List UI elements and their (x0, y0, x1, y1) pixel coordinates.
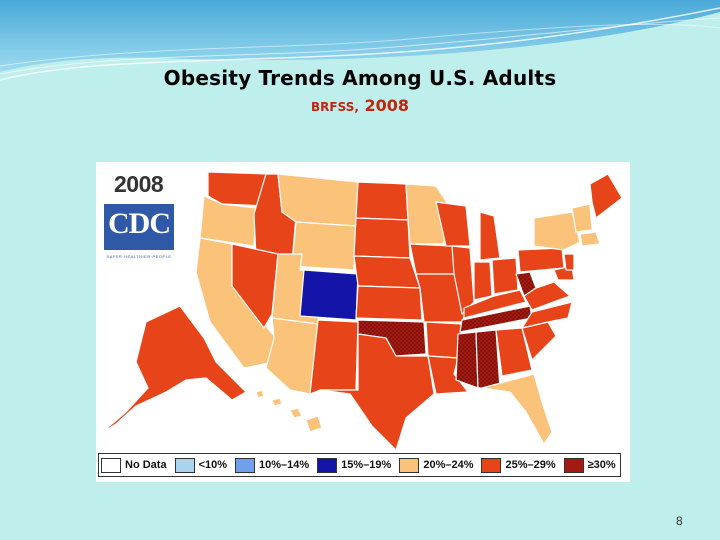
state-new-jersey (563, 253, 575, 271)
us-obesity-map (99, 171, 623, 451)
legend-item: <10% (174, 457, 228, 473)
state-new-england-south (579, 231, 601, 247)
slide-title: Obesity Trends Among U.S. Adults (163, 66, 557, 90)
state-kentucky (463, 289, 527, 319)
state-alaska (99, 305, 247, 435)
legend-label: 25%–29% (505, 459, 556, 471)
legend-item: 10%–14% (235, 457, 310, 473)
cdc-logo: CDC SAFER·HEALTHIER·PEOPLE (104, 204, 174, 259)
legend-item: No Data (101, 457, 167, 473)
legend-label: 10%–14% (259, 459, 310, 471)
legend-item: 25%–29% (481, 457, 556, 473)
state-georgia (495, 327, 533, 377)
state-maine (589, 173, 623, 219)
map-legend: No Data <10% 10%–14% 15%–19% 20%–24% 25%… (98, 453, 621, 477)
state-wyoming (291, 221, 357, 271)
state-texas (319, 333, 435, 451)
state-nebraska (353, 255, 421, 289)
legend-label: ≥30% (587, 459, 616, 471)
page-number: 8 (676, 514, 683, 528)
state-new-york (533, 211, 581, 251)
state-vermont-nh (571, 203, 593, 233)
state-wisconsin (435, 201, 471, 247)
state-arizona (265, 317, 319, 395)
state-hawaii (255, 389, 323, 433)
legend-swatch (563, 457, 584, 473)
legend-label: 20%–24% (423, 459, 474, 471)
cdc-logo-text: CDC (108, 207, 171, 240)
subtitle-source: BRFSS, (311, 100, 359, 114)
cdc-logo-tagline: SAFER·HEALTHIER·PEOPLE (106, 254, 172, 259)
state-virginia (523, 281, 571, 311)
legend-item: 15%–19% (317, 457, 392, 473)
map-year-label: 2008 (114, 171, 164, 197)
legend-swatch (174, 457, 195, 473)
state-alabama (475, 329, 501, 389)
state-iowa (409, 243, 459, 275)
legend-swatch (399, 457, 420, 473)
obesity-map-figure: 2008 CDC SAFER·HEALTHIER·PEOPLE No Data … (96, 162, 630, 482)
state-florida (481, 373, 553, 445)
state-colorado (299, 269, 359, 321)
state-louisiana (427, 355, 469, 395)
slide-subtitle: BRFSS, 2008 (0, 96, 720, 115)
state-north-carolina (521, 301, 573, 329)
state-michigan (479, 211, 501, 261)
state-new-mexico (309, 319, 359, 395)
legend-swatch (317, 457, 338, 473)
state-nevada (231, 243, 279, 329)
legend-swatch (481, 457, 502, 473)
state-pennsylvania (517, 247, 565, 273)
legend-label: 15%–19% (341, 459, 392, 471)
state-minnesota (405, 183, 449, 245)
legend-label: No Data (125, 459, 167, 471)
state-montana (277, 173, 359, 227)
legend-item: ≥30% (563, 457, 616, 473)
state-mississippi (455, 331, 479, 389)
legend-swatch (101, 457, 121, 473)
state-washington (207, 171, 269, 207)
legend-item: 20%–24% (399, 457, 474, 473)
state-indiana (473, 261, 493, 301)
state-north-dakota (355, 181, 409, 221)
top-wave-decoration (0, 0, 720, 81)
legend-swatch (235, 457, 256, 473)
state-ohio (491, 257, 519, 295)
legend-label: <10% (198, 459, 228, 471)
state-south-dakota (353, 217, 411, 259)
state-kansas (355, 285, 423, 321)
subtitle-year: 2008 (364, 96, 409, 115)
